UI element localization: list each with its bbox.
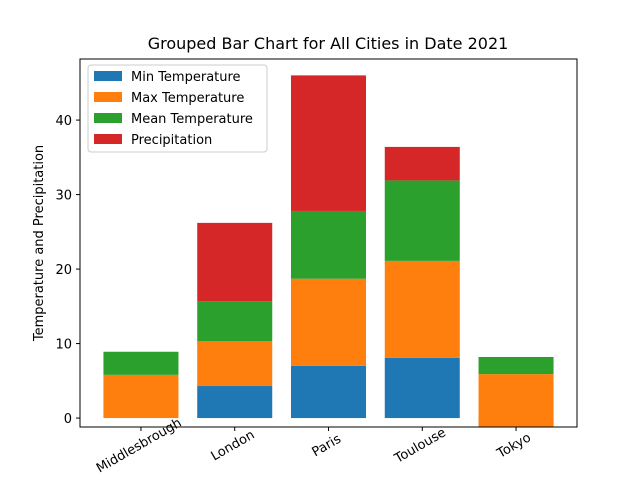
legend-label: Max Temperature xyxy=(131,91,244,106)
bar-segment xyxy=(478,356,554,375)
bar-segment xyxy=(103,374,179,419)
bar-segment xyxy=(197,341,273,387)
legend-label: Min Temperature xyxy=(131,70,241,85)
legend-swatch xyxy=(94,134,122,144)
x-tick-label: Tokyo xyxy=(494,430,534,462)
legend-label: Mean Temperature xyxy=(131,112,253,127)
x-tick-label: Paris xyxy=(310,432,345,461)
y-tick-label: 0 xyxy=(64,412,72,427)
legend-swatch xyxy=(94,113,122,123)
legend-swatch xyxy=(94,71,122,81)
bar-segment xyxy=(290,278,367,366)
bar-segment xyxy=(384,180,460,261)
legend-label: Precipitation xyxy=(131,133,212,148)
y-tick-label: 40 xyxy=(55,114,72,129)
bar-segment xyxy=(290,210,367,279)
plot-area xyxy=(103,75,554,427)
bar-segment xyxy=(197,301,273,342)
chart-title: Grouped Bar Chart for All Cities in Date… xyxy=(148,34,509,53)
legend-box xyxy=(87,64,268,153)
legend-swatch xyxy=(94,92,122,102)
bar-segment xyxy=(384,146,460,181)
bar-segment xyxy=(103,351,179,375)
x-tick-label: London xyxy=(209,428,258,465)
y-tick-label: 20 xyxy=(55,263,72,278)
x-tick-label: Middlesbrough xyxy=(94,416,184,477)
bar-segment xyxy=(384,357,460,419)
bar-segment xyxy=(290,365,367,419)
bar-segment xyxy=(384,260,460,358)
y-tick-label: 30 xyxy=(55,189,72,204)
y-tick-label: 10 xyxy=(55,338,72,353)
x-tick-label: Toulouse xyxy=(391,425,448,467)
y-axis-label: Temperature and Precipitation xyxy=(32,145,47,342)
bar-segment xyxy=(290,75,367,211)
bar-segment xyxy=(197,222,273,302)
bar-segment xyxy=(197,386,273,419)
bar-segment xyxy=(478,374,554,427)
